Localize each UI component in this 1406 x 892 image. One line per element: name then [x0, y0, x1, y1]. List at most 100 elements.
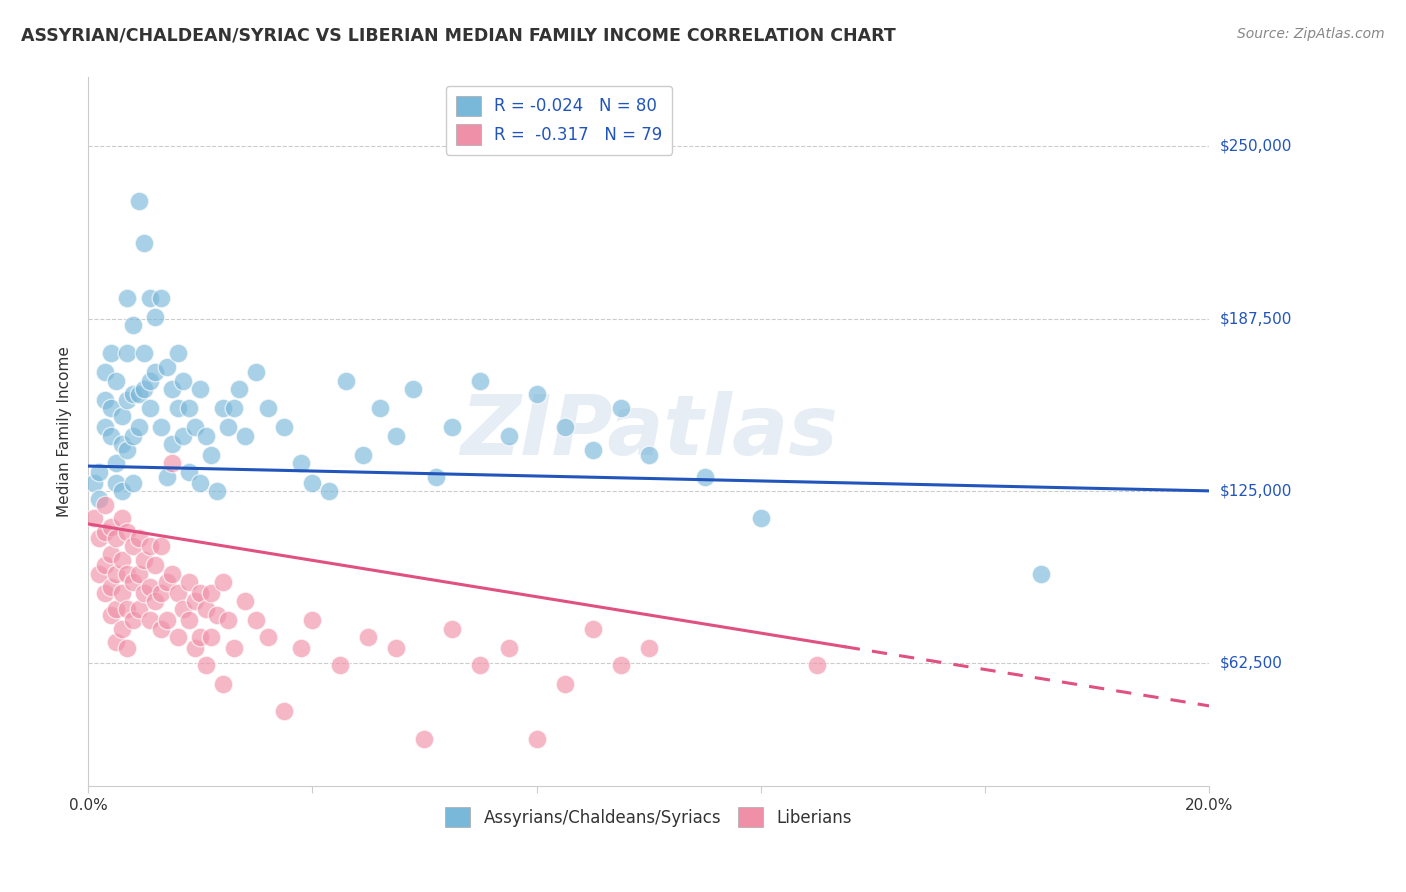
Point [105, 475, 128, 490]
Point [385, 429, 408, 443]
Point [111, 483, 134, 498]
Text: Source: ZipAtlas.com: Source: ZipAtlas.com [1237, 27, 1385, 41]
Point [105, 566, 128, 581]
Point [609, 657, 631, 672]
Point [150, 420, 173, 434]
Text: $187,500: $187,500 [1220, 311, 1292, 326]
Point [177, 465, 200, 479]
Point [188, 586, 211, 600]
Point [111, 553, 134, 567]
Point [156, 614, 179, 628]
Point [139, 291, 162, 305]
Point [177, 614, 200, 628]
Point [150, 539, 173, 553]
Point [200, 448, 222, 462]
Point [117, 525, 139, 540]
Point [1029, 566, 1052, 581]
Point [111, 409, 134, 424]
Point [335, 374, 357, 388]
Point [352, 448, 374, 462]
Point [233, 594, 256, 608]
Point [105, 531, 128, 545]
Point [111, 586, 134, 600]
Point [693, 470, 716, 484]
Point [749, 511, 772, 525]
Point [145, 365, 167, 379]
Point [100, 580, 122, 594]
Point [117, 346, 139, 360]
Point [526, 731, 548, 746]
Text: $62,500: $62,500 [1220, 656, 1284, 671]
Point [470, 374, 492, 388]
Point [122, 574, 145, 589]
Text: ASSYRIAN/CHALDEAN/SYRIAC VS LIBERIAN MEDIAN FAMILY INCOME CORRELATION CHART: ASSYRIAN/CHALDEAN/SYRIAC VS LIBERIAN MED… [21, 27, 896, 45]
Point [150, 586, 173, 600]
Point [256, 630, 278, 644]
Point [329, 657, 352, 672]
Point [89, 465, 111, 479]
Point [117, 566, 139, 581]
Point [122, 429, 145, 443]
Text: ZIPatlas: ZIPatlas [460, 391, 838, 472]
Point [194, 657, 217, 672]
Point [425, 470, 447, 484]
Point [117, 640, 139, 655]
Point [188, 475, 211, 490]
Point [177, 574, 200, 589]
Point [637, 640, 659, 655]
Point [245, 365, 267, 379]
Point [385, 640, 408, 655]
Point [183, 640, 205, 655]
Point [134, 586, 156, 600]
Point [156, 574, 179, 589]
Text: $125,000: $125,000 [1220, 483, 1292, 499]
Point [89, 531, 111, 545]
Point [139, 580, 162, 594]
Point [100, 519, 122, 533]
Point [273, 420, 295, 434]
Point [217, 420, 239, 434]
Point [128, 387, 150, 401]
Point [211, 401, 233, 416]
Point [160, 566, 183, 581]
Point [160, 382, 183, 396]
Point [150, 622, 173, 636]
Point [273, 704, 295, 718]
Point [128, 602, 150, 616]
Point [94, 392, 117, 407]
Point [205, 607, 228, 622]
Point [368, 401, 391, 416]
Point [134, 346, 156, 360]
Point [160, 437, 183, 451]
Point [139, 374, 162, 388]
Point [117, 602, 139, 616]
Point [145, 594, 167, 608]
Point [105, 602, 128, 616]
Point [166, 346, 188, 360]
Point [172, 602, 194, 616]
Point [166, 586, 188, 600]
Point [94, 365, 117, 379]
Y-axis label: Median Family Income: Median Family Income [58, 346, 72, 517]
Point [128, 566, 150, 581]
Point [581, 622, 603, 636]
Point [105, 374, 128, 388]
Point [318, 483, 340, 498]
Point [111, 511, 134, 525]
Point [301, 475, 323, 490]
Point [183, 594, 205, 608]
Point [188, 630, 211, 644]
Point [200, 630, 222, 644]
Point [554, 677, 576, 691]
Point [194, 602, 217, 616]
Point [177, 401, 200, 416]
Point [117, 442, 139, 457]
Point [145, 310, 167, 325]
Point [134, 235, 156, 250]
Point [290, 640, 312, 655]
Point [581, 442, 603, 457]
Point [117, 392, 139, 407]
Point [441, 420, 464, 434]
Point [100, 346, 122, 360]
Point [100, 401, 122, 416]
